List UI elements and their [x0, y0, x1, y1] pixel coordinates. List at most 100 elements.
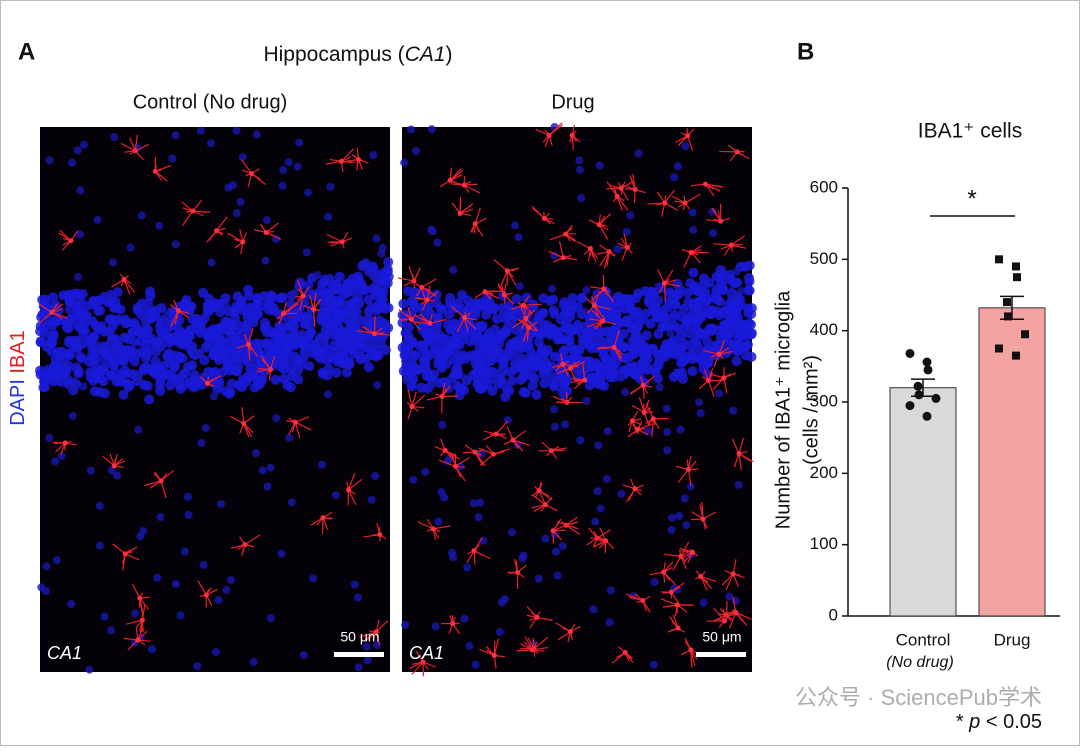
soma: [453, 464, 458, 469]
nucleus: [153, 574, 161, 582]
nucleus: [725, 593, 733, 601]
nucleus: [357, 282, 367, 292]
nucleus: [400, 159, 408, 167]
soma: [458, 211, 463, 216]
soma: [473, 221, 478, 226]
nucleus: [75, 312, 85, 322]
nucleus: [652, 349, 662, 359]
nucleus: [200, 561, 208, 569]
nucleus: [96, 542, 104, 550]
soma: [339, 159, 344, 164]
nucleus: [497, 354, 507, 364]
nucleus: [497, 331, 507, 341]
nucleus: [548, 305, 558, 315]
nucleus: [403, 331, 413, 341]
nucleus: [127, 244, 135, 252]
nucleus: [595, 374, 605, 384]
nucleus: [369, 151, 377, 159]
nucleus: [712, 294, 722, 304]
nucleus: [144, 395, 154, 405]
nucleus: [162, 321, 170, 329]
nucleus: [422, 367, 432, 377]
nucleus: [420, 355, 430, 365]
nucleus: [67, 600, 75, 608]
nucleus: [155, 222, 163, 230]
nucleus: [732, 278, 742, 288]
nucleus: [259, 466, 267, 474]
soma: [431, 526, 436, 531]
nucleus: [475, 513, 483, 521]
nucleus: [492, 377, 500, 385]
nucleus: [591, 518, 599, 526]
footnote: * p < 0.05: [956, 711, 1042, 733]
soma: [601, 286, 606, 291]
soma: [597, 222, 602, 227]
nucleus: [185, 511, 193, 519]
nucleus: [499, 307, 507, 315]
nucleus: [342, 368, 352, 378]
nucleus: [633, 344, 643, 354]
nucleus: [705, 326, 715, 336]
nucleus: [253, 295, 263, 305]
soma: [523, 316, 528, 321]
soma: [440, 394, 445, 399]
data-point: [1012, 352, 1020, 360]
nucleus: [554, 327, 564, 337]
nucleus: [463, 564, 471, 572]
nucleus: [568, 300, 578, 310]
nucleus: [409, 476, 417, 484]
soma: [521, 303, 526, 308]
nucleus: [620, 304, 630, 314]
nucleus: [197, 326, 207, 336]
soma: [205, 381, 210, 386]
nucleus: [294, 163, 302, 171]
nucleus: [217, 500, 225, 508]
nucleus: [233, 209, 241, 217]
nucleus: [94, 341, 102, 349]
nucleus: [79, 382, 87, 390]
nucleus: [222, 301, 230, 309]
nucleus: [267, 464, 275, 472]
nucleus: [115, 356, 125, 366]
nucleus: [52, 371, 62, 381]
nucleus: [158, 371, 168, 381]
nucleus: [335, 272, 345, 282]
nucleus: [145, 291, 155, 301]
nucleus: [700, 599, 708, 607]
nucleus: [176, 339, 186, 349]
nucleus: [204, 293, 214, 303]
nucleus: [197, 439, 205, 447]
nucleus: [541, 535, 549, 543]
nucleus: [373, 381, 381, 389]
nucleus: [130, 356, 140, 366]
nucleus: [300, 319, 310, 329]
nucleus: [306, 327, 316, 337]
soma: [412, 279, 417, 284]
soma: [676, 626, 681, 631]
nucleus: [447, 325, 457, 335]
soma: [685, 133, 690, 138]
soma: [690, 550, 695, 555]
nucleus: [683, 288, 693, 298]
nucleus: [576, 436, 584, 444]
scale-bar-label: 50 μm: [340, 629, 379, 645]
nucleus: [741, 323, 751, 333]
nucleus: [45, 156, 53, 164]
nucleus: [128, 327, 138, 337]
x-tick-label: Drug: [994, 630, 1031, 649]
x-tick-label: Control: [896, 630, 951, 649]
nucleus: [153, 338, 163, 348]
nucleus: [74, 368, 84, 378]
nucleus: [55, 352, 65, 362]
nucleus: [164, 352, 174, 362]
nucleus: [433, 239, 441, 247]
soma: [563, 232, 568, 237]
nucleus: [607, 586, 615, 594]
nucleus: [512, 294, 522, 304]
data-point: [923, 358, 932, 367]
nucleus: [95, 387, 105, 397]
soma: [630, 418, 635, 423]
soma: [482, 289, 487, 294]
soma: [409, 317, 414, 322]
soma: [311, 307, 316, 312]
